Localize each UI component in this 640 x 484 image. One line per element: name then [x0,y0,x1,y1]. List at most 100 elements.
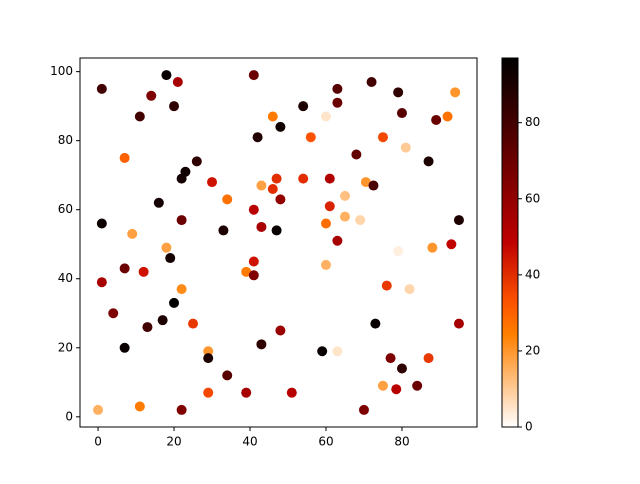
point [134,401,145,412]
point [427,242,438,253]
point [119,263,130,274]
point [169,297,180,308]
point [176,404,187,415]
point [412,380,423,391]
point [207,177,218,188]
point [370,318,381,329]
point [391,384,402,395]
point [377,132,388,143]
point [317,346,328,357]
point [453,215,464,226]
point [298,101,309,112]
colorbar-tick-label: 80 [525,115,540,129]
point [450,87,461,98]
x-tick-label: 60 [318,435,333,449]
point [332,235,343,246]
x-tick-label: 0 [94,435,102,449]
point [320,218,331,229]
point [222,194,233,205]
point [248,256,259,267]
point [275,325,286,336]
point [305,132,316,143]
point [320,111,331,122]
point [169,101,180,112]
point [453,318,464,329]
point [385,353,396,364]
point [241,387,252,398]
colorbar-tick-label: 20 [525,343,540,357]
point [127,228,138,239]
point [271,225,282,236]
colorbar-tick-label: 0 [525,420,533,434]
y-tick-label: 60 [58,202,73,216]
point [339,190,350,201]
x-tick-label: 40 [242,435,257,449]
point [142,322,153,333]
point [93,404,104,415]
x-tick-label: 80 [394,435,409,449]
point [431,114,442,125]
axes-frame [79,57,478,428]
point [358,404,369,415]
point [108,308,119,319]
point [393,246,404,257]
x-tick-label: 20 [166,435,181,449]
point [377,380,388,391]
point [176,215,187,226]
point [96,277,107,288]
point [248,204,259,215]
point [368,180,379,191]
y-tick-label: 40 [58,271,73,285]
point [360,177,371,188]
point [446,239,457,250]
y-tick-label: 80 [58,133,73,147]
point [248,70,259,81]
colorbar-tick-label: 60 [525,191,540,205]
point [396,108,407,119]
point [355,215,366,226]
point [324,173,335,184]
point [320,259,331,270]
point [176,284,187,295]
point [332,83,343,94]
colorbar-tick-label: 40 [525,267,540,281]
point [157,315,168,326]
point [222,370,233,381]
point [256,180,267,191]
point [248,270,259,281]
point [203,353,214,364]
point [366,76,377,87]
point [393,87,404,98]
point [218,225,229,236]
y-tick-label: 20 [58,340,73,354]
point [119,342,130,353]
point [324,201,335,212]
point [332,346,343,357]
point [161,242,172,253]
point [256,221,267,232]
point [298,173,309,184]
point [339,211,350,222]
point [400,142,411,153]
point [275,121,286,132]
point [138,266,149,277]
point [286,387,297,398]
point [161,70,172,81]
point [267,111,278,122]
point [351,149,362,160]
point [267,183,278,194]
point [381,280,392,291]
point [252,132,263,143]
point [96,218,107,229]
y-tick-label: 100 [50,64,73,78]
point [119,152,130,163]
point [191,156,202,167]
point [423,353,434,364]
point [256,339,267,350]
point [172,76,183,87]
y-tick-label: 0 [65,409,73,423]
point [176,173,187,184]
point [275,194,286,205]
colorbar [501,57,519,428]
